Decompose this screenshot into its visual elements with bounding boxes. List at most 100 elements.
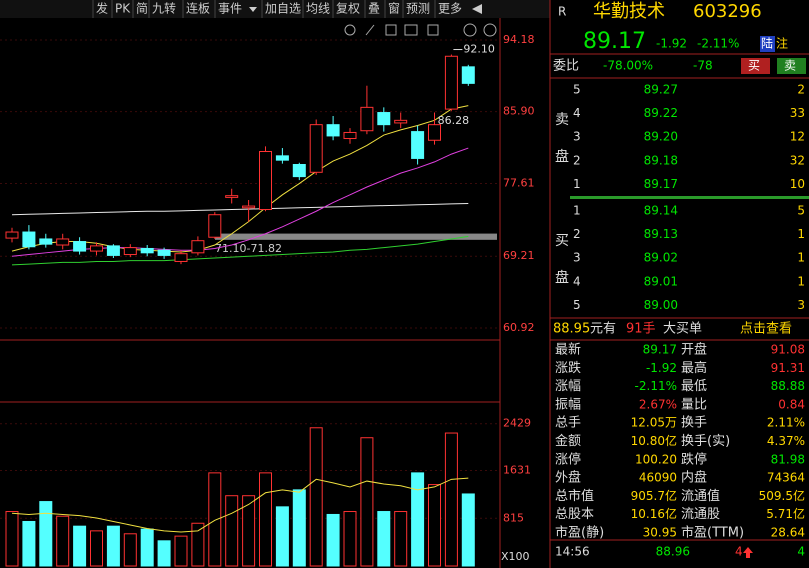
big-order-price: 88.95 — [553, 322, 590, 337]
sell-button[interactable] — [777, 58, 806, 74]
level-volume: 32 — [790, 153, 805, 167]
toolbar-item[interactable]: 均线 — [306, 2, 330, 16]
level: 3 — [573, 130, 581, 144]
stat-label: 换手(实) — [681, 434, 730, 449]
chart-icons[interactable] — [344, 23, 497, 37]
level-price: 89.17 — [644, 177, 678, 191]
toolbar-item[interactable]: 九转 — [152, 1, 176, 16]
level-volume: 1 — [797, 251, 805, 265]
tick-count: 4 — [797, 545, 805, 559]
stock-name: 华勤技术 — [593, 1, 665, 22]
volume-bar — [326, 513, 340, 567]
level-volume: 2 — [797, 83, 805, 97]
level: 2 — [573, 153, 581, 167]
toolbar-item[interactable]: 复权 — [336, 2, 360, 16]
ma-line — [11, 202, 469, 216]
level: 4 — [573, 106, 581, 120]
stat-value: -1.92 — [646, 361, 677, 375]
y-tick-label: 60.92 — [503, 321, 535, 334]
candle-body — [123, 247, 137, 256]
tick-time: 14:56 — [555, 545, 590, 559]
candle-body — [39, 238, 53, 245]
level-price: 89.02 — [644, 251, 678, 265]
volume-bar — [411, 472, 425, 567]
level-price: 89.22 — [644, 106, 678, 120]
big-order-link[interactable]: 点击查看 — [740, 321, 792, 337]
candle-body — [309, 124, 323, 173]
toolbar-item[interactable]: 叠 — [368, 2, 380, 16]
stat-label: 市盈(静) — [555, 525, 604, 541]
level-volume: 10 — [790, 177, 805, 191]
stat-label: 总市值 — [555, 488, 594, 504]
candle-body — [225, 195, 239, 198]
toolbar-item[interactable]: PK — [115, 2, 131, 16]
stock-code: 603296 — [693, 1, 762, 22]
side-label: 盘 — [555, 148, 569, 165]
ratio: -78.00% — [603, 59, 653, 73]
annotation: 92.10 — [463, 43, 495, 56]
volume-bar — [225, 495, 239, 567]
price: 89.17 — [583, 29, 646, 54]
volume-bar — [394, 511, 408, 567]
volume-bar — [360, 437, 374, 567]
stat-label: 内盘 — [681, 470, 707, 486]
stat-value: 509.5亿 — [759, 488, 805, 503]
ma-line — [11, 147, 469, 257]
buy-button[interactable] — [741, 58, 770, 74]
level: 2 — [573, 227, 581, 241]
toolbar-item[interactable]: 加自选 — [265, 2, 301, 16]
stat-label: 总股本 — [555, 507, 594, 522]
toolbar-item[interactable]: 窗 — [388, 2, 400, 16]
toolbar-item[interactable]: 更多 — [438, 2, 462, 16]
stat-value: 10.16亿 — [631, 506, 677, 521]
stat-value: 81.98 — [771, 452, 805, 466]
toolbar-item[interactable]: 发 — [96, 1, 108, 16]
level: 4 — [573, 274, 581, 288]
volume-bar — [22, 520, 36, 567]
volume-bar — [39, 501, 53, 567]
stat-value: 74364 — [767, 471, 805, 485]
range-band — [215, 233, 497, 240]
stat-value: 5.71亿 — [766, 506, 805, 521]
volume-unit: X100 — [501, 550, 530, 563]
stat-value: 905.7亿 — [631, 488, 677, 503]
stat-value: -2.11% — [635, 379, 677, 393]
volume-bar — [157, 540, 171, 567]
candle-body — [411, 131, 425, 159]
volume-bar — [259, 472, 272, 567]
toolbar-icon[interactable] — [472, 4, 482, 14]
candle-body — [56, 238, 70, 246]
toolbar-item[interactable]: 预测 — [406, 2, 430, 16]
candle-body — [394, 119, 408, 124]
toolbar — [0, 0, 550, 18]
level-price: 89.00 — [644, 298, 678, 312]
toolbar-item[interactable]: 事件 — [218, 2, 242, 16]
ratio-diff: -78 — [693, 59, 713, 73]
volume-bar — [106, 525, 120, 567]
candle-body — [208, 214, 222, 238]
candle-body — [275, 155, 289, 161]
stat-label: 金额 — [555, 433, 581, 449]
volume-bar — [428, 484, 441, 567]
stat-value: 89.17 — [643, 343, 677, 357]
side-label: 买 — [555, 233, 569, 249]
toolbar-item[interactable]: 连板 — [186, 1, 210, 16]
ma-line — [11, 235, 469, 266]
y-tick-label: 2429 — [503, 417, 531, 430]
level: 1 — [573, 204, 581, 218]
stat-value: 91.31 — [771, 361, 805, 375]
y-tick-label: 1631 — [503, 463, 531, 476]
stat-value: 4.37% — [767, 434, 805, 448]
y-tick-label: 94.18 — [503, 33, 535, 46]
sell-button-text[interactable]: 卖 — [784, 59, 796, 73]
buy-button-text[interactable]: 买 — [748, 59, 760, 73]
toolbar-item[interactable]: 简 — [136, 2, 148, 16]
stat-label: 最高 — [681, 360, 707, 376]
y-tick-label: 77.61 — [503, 176, 535, 189]
volume-bar — [444, 432, 458, 567]
dropdown-icon[interactable] — [249, 7, 257, 12]
volume-bar — [73, 525, 87, 567]
level-price: 89.27 — [644, 83, 678, 97]
stat-label: 外盘 — [555, 470, 581, 486]
